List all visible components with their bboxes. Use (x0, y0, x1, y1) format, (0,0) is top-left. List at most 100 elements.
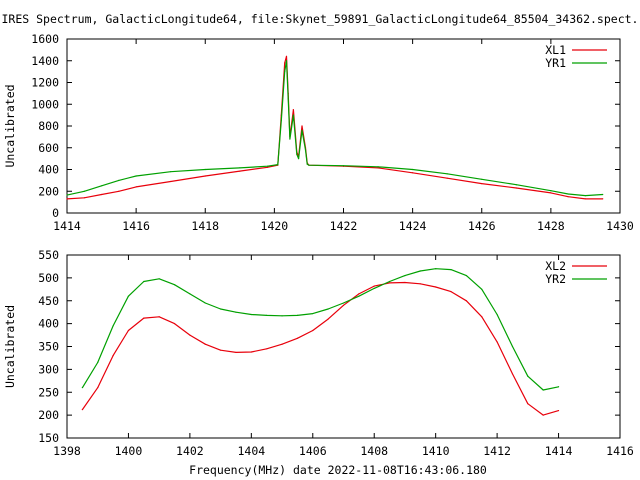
x-tick-label: 1406 (299, 444, 327, 458)
data-point-yr1 (204, 168, 206, 171)
x-tick-label: 1416 (606, 444, 634, 458)
data-point-xl1 (204, 175, 206, 177)
data-point-xl2 (250, 351, 252, 353)
data-point-yr2 (450, 269, 452, 271)
data-point-yr1 (446, 173, 448, 175)
data-point-xl2 (481, 316, 483, 318)
data-point-xl1 (285, 55, 288, 58)
legend-label-yr2: YR2 (545, 272, 566, 286)
data-point-yr2 (189, 293, 191, 295)
data-point-xl2 (419, 283, 421, 285)
data-point-yr2 (358, 295, 360, 297)
data-point-xl2 (542, 414, 544, 416)
x-tick-label: 1430 (606, 219, 634, 233)
data-point-yr2 (97, 361, 99, 364)
data-point-yr2 (465, 274, 467, 277)
data-point-yr1 (100, 185, 103, 187)
data-point-yr2 (312, 312, 314, 315)
data-point-yr2 (435, 268, 437, 270)
data-point-xl1 (118, 190, 120, 192)
data-point-xl2 (511, 373, 514, 375)
data-point-xl1 (481, 183, 483, 185)
data-point-yr2 (373, 287, 375, 289)
data-point-yr1 (277, 164, 279, 166)
series-line-xl1 (66, 55, 603, 200)
plot-frame (66, 38, 621, 214)
y-tick-label: 1600 (31, 32, 59, 46)
data-point-xl2 (235, 351, 237, 354)
data-point-xl2 (204, 343, 206, 345)
data-point-yr2 (542, 389, 544, 391)
data-point-yr2 (235, 311, 237, 313)
x-tick-label: 1402 (176, 444, 204, 458)
data-point-xl2 (189, 334, 191, 336)
data-point-xl2 (296, 337, 299, 339)
spectrum-chart-top: 1414 1416 1418 1420 1422 1424 1426 1428 1430 0 200… (3, 32, 634, 233)
data-point-xl2 (527, 403, 529, 405)
data-point-xl1 (515, 187, 517, 189)
data-point-xl2 (388, 282, 391, 284)
data-point-yr1 (297, 158, 300, 160)
data-point-yr2 (481, 288, 483, 290)
y-tick-label: 0 (52, 206, 59, 220)
series-line-xl2 (81, 281, 559, 416)
data-point-yr2 (81, 387, 83, 389)
legend-label-xl1: XL1 (545, 43, 566, 57)
y-axis-label: Uncalibrated (3, 305, 17, 388)
y-tick-label: 1400 (31, 54, 59, 68)
y-tick-label: 400 (38, 163, 59, 177)
data-point-xl2 (266, 348, 268, 350)
y-tick-label: 1200 (31, 76, 59, 90)
data-point-xl1 (301, 125, 303, 127)
data-point-yr2 (496, 313, 498, 316)
y-tick-label: 150 (38, 431, 59, 445)
y-tick-label: 1000 (31, 97, 59, 111)
data-point-yr1 (602, 193, 604, 196)
data-point-xl1 (170, 180, 172, 183)
data-point-xl2 (127, 329, 130, 332)
data-point-xl2 (158, 316, 160, 318)
data-point-xl2 (327, 318, 329, 320)
data-point-xl1 (412, 172, 414, 174)
data-point-yr2 (327, 308, 329, 310)
series-line-yr2 (81, 268, 559, 391)
y-tick-label: 450 (38, 294, 59, 308)
y-axis-label: Uncalibrated (3, 84, 17, 167)
data-point-xl1 (446, 177, 448, 179)
data-point-xl1 (135, 186, 137, 188)
y-tick-label: 800 (38, 119, 59, 133)
data-point-xl1 (602, 198, 604, 200)
data-point-xl1 (377, 167, 379, 169)
figure-title: IRES Spectrum, GalacticLongitude64, file… (2, 12, 639, 26)
data-point-yr2 (527, 375, 529, 377)
data-point-yr2 (404, 274, 406, 277)
data-point-xl1 (284, 62, 286, 64)
data-point-yr1 (284, 71, 286, 73)
data-point-yr1 (285, 60, 288, 62)
data-point-xl2 (496, 341, 498, 343)
data-point-xl2 (435, 286, 437, 288)
y-tick-label: 500 (38, 271, 59, 285)
spectrum-chart-bottom: 1398 1400 1402 1404 1406 1408 1410 1412 1414 1416… (3, 248, 634, 458)
legend-label-xl2: XL2 (545, 259, 566, 273)
data-point-yr2 (143, 280, 145, 283)
x-tick-label: 1428 (537, 219, 565, 233)
data-point-yr1 (296, 153, 298, 155)
y-tick-label: 200 (38, 408, 59, 422)
y-tick-label: 200 (38, 184, 59, 198)
x-tick-label: 1420 (261, 219, 289, 233)
data-point-xl1 (83, 197, 85, 199)
data-point-xl2 (312, 329, 314, 332)
x-tick-label: 1418 (191, 219, 219, 233)
data-point-xl1 (266, 166, 269, 168)
data-point-xl1 (584, 198, 587, 200)
data-point-yr2 (220, 308, 222, 310)
data-point-xl1 (292, 109, 294, 111)
data-point-yr2 (281, 315, 283, 317)
data-point-xl2 (220, 349, 222, 351)
data-point-yr2 (557, 386, 560, 388)
data-point-yr1 (118, 179, 120, 181)
data-point-yr1 (170, 171, 172, 173)
x-tick-label: 1408 (360, 444, 388, 458)
legend-label-yr1: YR1 (545, 56, 566, 70)
